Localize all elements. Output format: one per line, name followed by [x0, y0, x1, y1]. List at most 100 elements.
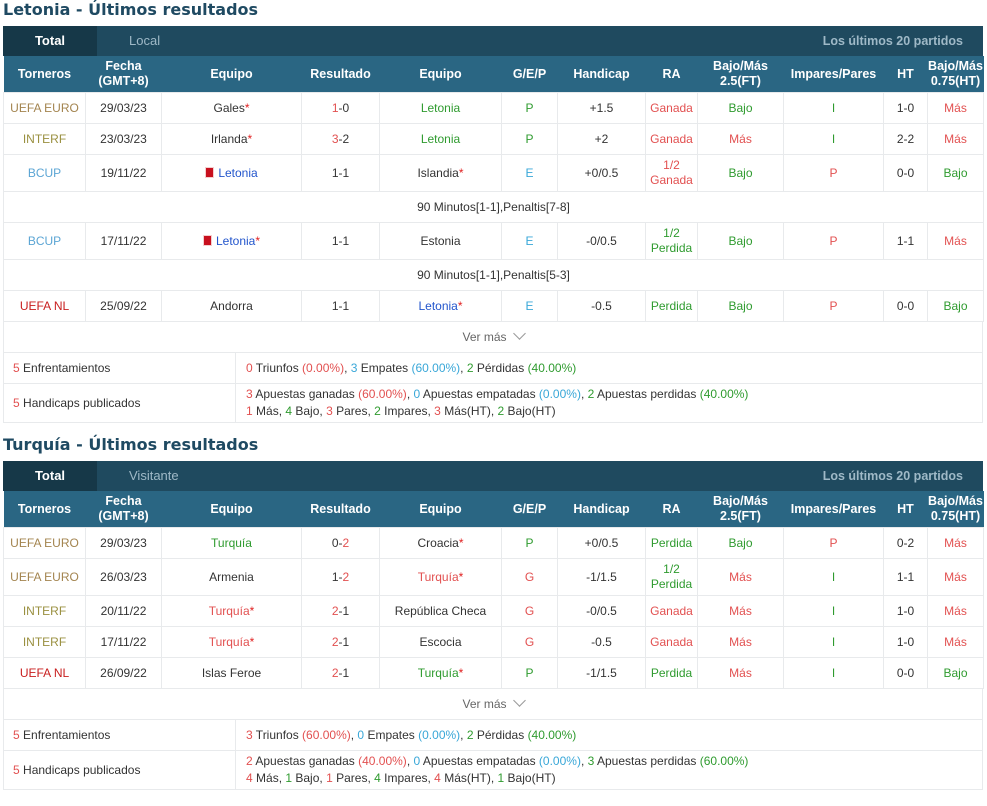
home-team[interactable]: Letonia	[161, 154, 302, 192]
table-row: UEFA NL 26/09/22 Islas Feroe 2-1 Turquía* P -1…	[3, 657, 984, 689]
away-team-name[interactable]: Islandia	[417, 165, 459, 180]
away-team[interactable]: Letonia*	[379, 290, 502, 322]
home-team-name[interactable]: Islas Feroe	[201, 665, 262, 680]
away-team[interactable]: Turquía*	[379, 558, 502, 596]
home-team[interactable]: Gales*	[161, 92, 302, 124]
column-header: Impares/Pares	[783, 56, 884, 93]
last-matches-selector[interactable]: Los últimos 20 partidos	[822, 34, 963, 48]
over-under-ht: Más	[927, 222, 984, 260]
match-result[interactable]: 1-1	[301, 222, 380, 260]
away-team[interactable]: Islandia*	[379, 154, 502, 192]
summary-label: 5 Handicaps publicados	[4, 751, 236, 789]
column-header-label: Resultado	[310, 66, 371, 81]
away-team[interactable]: Letonia	[379, 123, 502, 155]
summary-part: 2	[466, 360, 474, 375]
handicap-result: Perdida	[645, 290, 698, 322]
competition[interactable]: UEFA EURO	[3, 558, 86, 596]
home-team[interactable]: Armenia	[161, 558, 302, 596]
summary-part: Triunfos	[252, 727, 303, 742]
home-team-name[interactable]: Turquía	[211, 535, 252, 550]
match-result[interactable]: 1-1	[301, 290, 380, 322]
home-team[interactable]: Turquía*	[161, 626, 302, 658]
red-card-icon	[205, 166, 215, 178]
table-row: INTERF 23/03/23 Irlanda* 3-2 Letonia P +2 Ganad…	[3, 123, 984, 155]
away-team[interactable]: Letonia	[379, 92, 502, 124]
away-team[interactable]: Estonia	[379, 222, 502, 260]
away-team-name[interactable]: Letonia	[418, 298, 458, 313]
column-header-label: Bajo/Más	[713, 59, 768, 73]
home-team[interactable]: Islas Feroe	[161, 657, 302, 689]
tab-location[interactable]: Visitante	[129, 468, 179, 483]
competition[interactable]: UEFA EURO	[3, 527, 86, 559]
home-team[interactable]: Turquía*	[161, 595, 302, 627]
competition[interactable]: UEFA EURO	[3, 92, 86, 124]
match-result[interactable]: 2-1	[301, 626, 380, 658]
home-team[interactable]: Letonia*	[161, 222, 302, 260]
tab-total[interactable]: Total	[3, 26, 97, 56]
result-gep: G	[501, 626, 558, 658]
home-team-name[interactable]: Turquía	[208, 634, 250, 649]
away-team-name[interactable]: Escocia	[419, 634, 462, 649]
away-team[interactable]: Croacia*	[379, 527, 502, 559]
away-team-name[interactable]: Letonia	[420, 131, 461, 146]
tab-location[interactable]: Local	[129, 33, 161, 48]
home-team-name[interactable]: Armenia	[209, 569, 254, 584]
away-team-name[interactable]: Turquía	[417, 569, 459, 584]
over-under-ht: Más	[927, 92, 984, 124]
match-result[interactable]: 1-1	[301, 154, 380, 192]
favorite-star-icon: *	[458, 569, 464, 584]
home-team-name[interactable]: Turquía	[208, 603, 250, 618]
match-result[interactable]: 2-1	[301, 657, 380, 689]
ver-mas-button[interactable]: Ver más	[3, 322, 983, 353]
last-matches-selector[interactable]: Los últimos 20 partidos	[822, 469, 963, 483]
match-result[interactable]: 1-0	[301, 92, 380, 124]
match-result[interactable]: 0-2	[301, 527, 380, 559]
favorite-star-icon: *	[244, 100, 250, 115]
match-result[interactable]: 1-2	[301, 558, 380, 596]
home-score: 1	[331, 233, 339, 248]
competition[interactable]: UEFA NL	[3, 290, 86, 322]
summary-part: Pérdidas	[473, 360, 528, 375]
over-under-ht: Más	[927, 123, 984, 155]
match-result[interactable]: 3-2	[301, 123, 380, 155]
home-team-name[interactable]: Gales	[213, 100, 245, 115]
home-team[interactable]: Andorra	[161, 290, 302, 322]
competition[interactable]: INTERF	[3, 123, 86, 155]
score-separator: -	[338, 603, 343, 618]
tab-total[interactable]: Total	[3, 461, 97, 491]
odd-even: P	[783, 290, 884, 322]
match-result[interactable]: 2-1	[301, 595, 380, 627]
away-team[interactable]: República Checa	[379, 595, 502, 627]
away-team-name[interactable]: Letonia	[420, 100, 461, 115]
competition[interactable]: BCUP	[3, 222, 86, 260]
column-header: RA	[645, 491, 698, 528]
away-team-name[interactable]: República Checa	[394, 603, 487, 618]
away-team-name[interactable]: Turquía	[417, 665, 459, 680]
competition[interactable]: BCUP	[3, 154, 86, 192]
column-header: Torneros	[3, 56, 86, 93]
summary-part: ,	[350, 727, 358, 742]
home-team[interactable]: Irlanda*	[161, 123, 302, 155]
competition[interactable]: UEFA NL	[3, 657, 86, 689]
column-header-label: HT	[897, 66, 914, 81]
home-team-name[interactable]: Andorra	[210, 298, 253, 313]
table-row: INTERF 20/11/22 Turquía* 2-1 República Checa…	[3, 595, 984, 627]
home-team-name[interactable]: Letonia	[215, 233, 256, 248]
away-team[interactable]: Escocia	[379, 626, 502, 658]
summary-enfrentamientos: 5 Enfrentamientos 3 Triunfos (60.00%), 0 …	[3, 720, 983, 751]
home-team[interactable]: Turquía	[161, 527, 302, 559]
column-header-label: Equipo	[210, 66, 253, 81]
home-team-name[interactable]: Irlanda	[210, 131, 248, 146]
away-team-name[interactable]: Croacia	[417, 535, 459, 550]
competition[interactable]: INTERF	[3, 595, 86, 627]
favorite-star-icon: *	[249, 634, 255, 649]
table-row: BCUP 17/11/22 Letonia* 1-1 Estonia E -0/0.5 1/2…	[3, 222, 984, 260]
competition[interactable]: INTERF	[3, 626, 86, 658]
away-team[interactable]: Turquía*	[379, 657, 502, 689]
column-header-label: (GMT+8)	[98, 74, 149, 88]
home-team-name[interactable]: Letonia	[218, 165, 258, 180]
ver-mas-button[interactable]: Ver más	[3, 689, 983, 720]
away-team-name[interactable]: Estonia	[420, 233, 461, 248]
ver-mas-label: Ver más	[462, 330, 507, 344]
handicap: +2	[557, 123, 646, 155]
